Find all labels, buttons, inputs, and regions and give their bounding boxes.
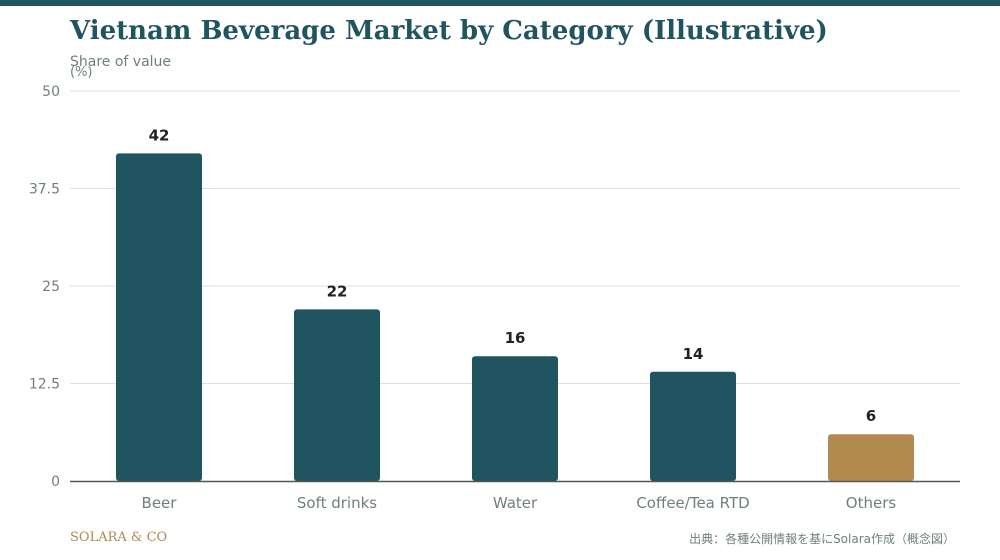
y-tick-label: 50 bbox=[42, 84, 60, 100]
footer-source-note: 出典：各種公開情報を基にSolara作成（概念図） bbox=[689, 532, 955, 546]
chart-subtitle: Share of value bbox=[70, 54, 172, 70]
bar-value-label: 6 bbox=[866, 407, 876, 425]
y-tick-label: 0 bbox=[51, 474, 60, 490]
bars bbox=[116, 153, 914, 481]
bar-value-label: 42 bbox=[149, 126, 170, 144]
chart-title: Vietnam Beverage Market by Category (Ill… bbox=[70, 16, 828, 46]
top-accent-bar bbox=[0, 0, 1000, 6]
x-tick-label: Coffee/Tea RTD bbox=[636, 494, 749, 512]
bar-others bbox=[828, 434, 914, 481]
bar-value-label: 16 bbox=[505, 329, 526, 347]
footer-brand: SOLARA & CO bbox=[70, 530, 168, 545]
x-tick-label: Water bbox=[493, 494, 538, 512]
y-axis-unit-label: (%) bbox=[70, 65, 93, 80]
grid-lines bbox=[70, 90, 960, 384]
y-tick-label: 37.5 bbox=[29, 182, 60, 198]
bar-soft-drinks bbox=[294, 309, 380, 481]
x-tick-label: Soft drinks bbox=[297, 494, 377, 512]
x-tick-label: Beer bbox=[142, 494, 178, 512]
data-labels: 42 22 16 14 6 bbox=[149, 126, 877, 425]
bar-value-label: 14 bbox=[683, 345, 704, 363]
x-axis-ticks: Beer Soft drinks Water Coffee/Tea RTD Others bbox=[142, 494, 897, 512]
bar-water bbox=[472, 356, 558, 481]
bar-coffee-tea-rtd bbox=[650, 371, 736, 481]
y-tick-label: 25 bbox=[42, 279, 60, 295]
x-tick-label: Others bbox=[846, 494, 897, 512]
bar-beer bbox=[116, 153, 202, 481]
bar-value-label: 22 bbox=[327, 282, 348, 300]
y-axis-ticks: 0 12.5 25 37.5 50 bbox=[29, 84, 60, 490]
y-tick-label: 12.5 bbox=[29, 377, 60, 393]
